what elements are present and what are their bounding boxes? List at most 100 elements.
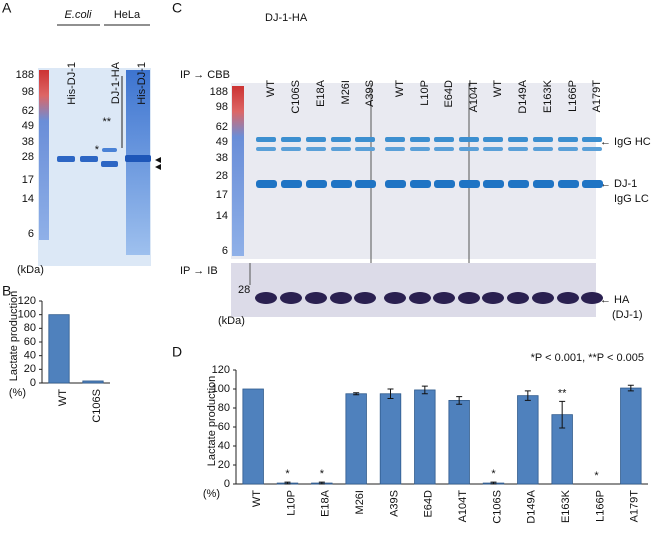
marker-label: 62	[22, 105, 34, 117]
band	[281, 147, 301, 151]
band	[354, 292, 376, 304]
x-tick-label: E163K	[560, 489, 572, 523]
marker-label: 49	[216, 136, 228, 148]
marker-label: 6	[28, 228, 34, 240]
band	[459, 147, 479, 151]
significance: *	[491, 468, 496, 480]
band	[483, 147, 503, 151]
band	[281, 137, 301, 142]
band	[256, 147, 276, 151]
band	[57, 156, 75, 162]
band	[410, 137, 430, 142]
x-tick-label: E18A	[320, 489, 332, 517]
significance: *	[285, 468, 290, 480]
bar	[517, 395, 539, 485]
band	[306, 147, 326, 151]
unit-label: (kDa)	[218, 315, 245, 327]
significance: *	[594, 470, 599, 482]
band	[558, 137, 578, 142]
band	[330, 292, 352, 304]
lane-label: E18A	[315, 79, 327, 107]
band	[582, 137, 602, 142]
gel-label: IP → IB	[180, 265, 218, 277]
error-bar	[456, 396, 463, 405]
marker-label: 62	[216, 121, 228, 133]
band	[355, 147, 375, 151]
band	[434, 180, 455, 188]
x-tick-label: M26I	[354, 490, 366, 514]
band	[255, 292, 277, 304]
x-tick-label: C106S	[91, 389, 103, 423]
band	[410, 180, 431, 188]
lane-label: M26I	[340, 80, 352, 104]
gel-label: IP → CBB	[180, 69, 230, 81]
significance: *	[320, 468, 325, 480]
y-unit: (%)	[203, 488, 220, 500]
y-tick-label: 60	[218, 421, 230, 433]
band	[409, 292, 431, 304]
annotation: *	[95, 144, 100, 156]
band	[305, 292, 327, 304]
lane-label: WT	[394, 80, 406, 97]
lane-label: E163K	[542, 79, 554, 113]
band	[508, 137, 528, 142]
bar	[48, 314, 70, 384]
lane-label: DJ-1-HA	[110, 61, 122, 104]
band	[385, 180, 406, 188]
bar	[82, 380, 104, 384]
lane-label: D149A	[517, 79, 529, 113]
panel-label: C	[172, 0, 182, 16]
lane-label: E64D	[443, 80, 455, 108]
band	[410, 147, 430, 151]
marker-label: 14	[22, 193, 34, 205]
unit-label: (kDa)	[17, 264, 44, 276]
lane-label: A179T	[591, 80, 603, 113]
x-tick-label: WT	[57, 389, 69, 406]
group-label: E.coli	[65, 9, 92, 21]
bar	[379, 393, 402, 485]
band	[80, 156, 98, 162]
band-label: ← DJ-1	[600, 178, 637, 190]
marker-label: 14	[216, 210, 228, 222]
band	[355, 180, 376, 188]
y-tick-label: 0	[224, 478, 230, 490]
band	[508, 180, 529, 188]
bar	[345, 393, 367, 485]
error-bar	[559, 400, 566, 429]
error-bar	[353, 392, 360, 396]
marker-label: 17	[216, 189, 228, 201]
error-bar	[627, 384, 634, 392]
marker-label: 17	[22, 174, 34, 186]
y-tick-label: 80	[24, 322, 36, 334]
marker-label: 28	[216, 170, 228, 182]
y-tick-label: 40	[24, 350, 36, 362]
band-label: ← HA	[600, 294, 630, 306]
band	[557, 292, 579, 304]
marker-label: 98	[22, 86, 34, 98]
gel	[231, 83, 596, 259]
band	[558, 180, 579, 188]
y-tick-label: 80	[218, 402, 230, 414]
bar	[414, 389, 436, 485]
gel	[231, 263, 596, 317]
band	[582, 147, 602, 151]
error-bar	[284, 481, 291, 485]
y-tick-label: 20	[24, 363, 36, 375]
band	[385, 137, 405, 142]
band-label: ← IgG HC	[600, 136, 651, 148]
y-tick-label: 0	[30, 377, 36, 389]
lane-label: His-DJ-1	[136, 62, 148, 105]
group-label: HeLa	[114, 9, 141, 21]
error-bar	[421, 385, 428, 395]
marker-label: 28	[22, 151, 34, 163]
error-bar	[490, 481, 497, 485]
y-axis-label: Lactate production	[206, 376, 218, 467]
x-tick-label: E64D	[423, 490, 435, 518]
band	[459, 137, 479, 142]
note: *P < 0.001, **P < 0.005	[531, 352, 644, 364]
y-tick-label: 60	[24, 336, 36, 348]
y-tick-label: 120	[18, 295, 36, 307]
band	[459, 180, 480, 188]
significance: **	[558, 387, 567, 399]
marker-label: 49	[22, 120, 34, 132]
